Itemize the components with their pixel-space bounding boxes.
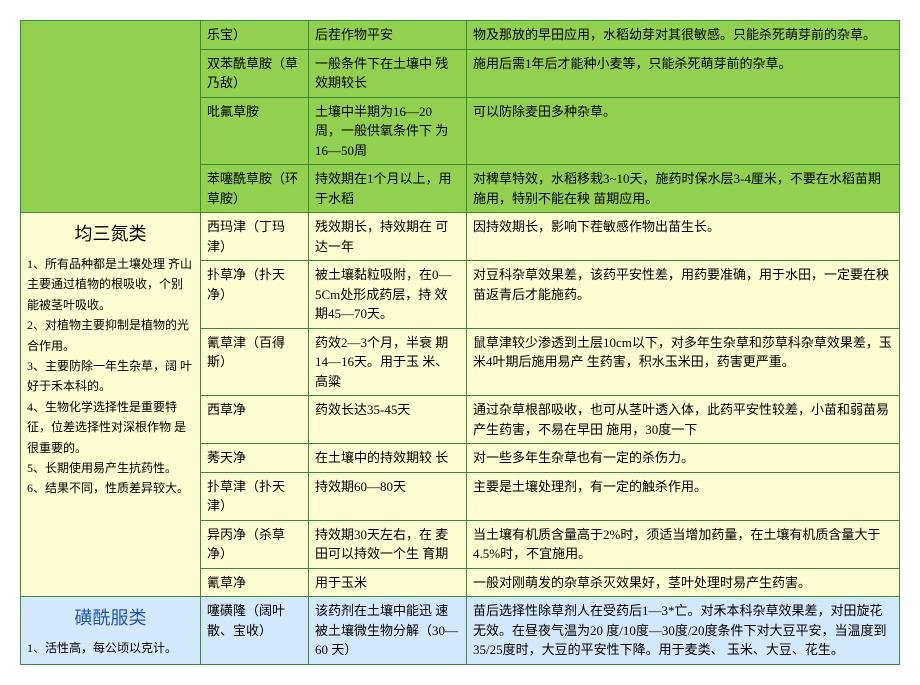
category-body: 1、所有品种都是土壤处理 齐山主要通过植物的根吸收，个别能被茎叶吸收。2、对植物… (27, 254, 194, 499)
duration: 持效期30天左右，在 麦田可以持效一个生 育期 (309, 520, 467, 568)
note: 物及那放的早田应用，水稻幼芽对其很敏感。只能杀死萌芽前的杂草。 (467, 21, 900, 50)
table-row: 均三氮类 1、所有品种都是土壤处理 齐山主要通过植物的根吸收，个别能被茎叶吸收。… (21, 213, 900, 261)
note: 鼠草津较少渗透到土层10cm以下，对多年生杂草和莎草科杂草效果差，玉米4叶期后施… (467, 328, 900, 396)
duration: 残效期长，持效期在 可达一年 (309, 213, 467, 261)
note: 对稗草特效，水稻移栽3~10天，施药时保水层3-4厘米，不要在水稻苗期施用，特别… (467, 165, 900, 213)
drug-name: 氰草净 (201, 568, 309, 597)
drug-name: 西玛津（丁玛津） (201, 213, 309, 261)
drug-name: 异丙净（杀草净） (201, 520, 309, 568)
category-cell-2: 均三氮类 1、所有品种都是土壤处理 齐山主要通过植物的根吸收，个别能被茎叶吸收。… (21, 213, 201, 597)
duration: 在土壤中的持效期较 长 (309, 444, 467, 473)
duration: 持效期60—80天 (309, 472, 467, 520)
table-row: 磺酰服类 1、活性高，每公顷以克计。 噻磺隆（阔叶散、宝收） 该药剂在土壤中能迅… (21, 597, 900, 665)
table-row: 乐宝） 后茬作物平安 物及那放的早田应用，水稻幼芽对其很敏感。只能杀死萌芽前的杂… (21, 21, 900, 50)
drug-name: 苯噻酰草胺（环草胺） (201, 165, 309, 213)
note: 施用后需1年后才能种小麦等，只能杀死萌芽前的杂草。 (467, 49, 900, 97)
category-cell-1 (21, 21, 201, 213)
drug-name: 噻磺隆（阔叶散、宝收） (201, 597, 309, 665)
note: 苗后选择性除草剂人在受药后1—3*亡。对禾本科杂草效果差，对田旋花无效。在昼夜气… (467, 597, 900, 665)
note: 主要是土壤处理剂，有一定的触杀作用。 (467, 472, 900, 520)
table-body: 乐宝） 后茬作物平安 物及那放的早田应用，水稻幼芽对其很敏感。只能杀死萌芽前的杂… (21, 21, 900, 665)
drug-name: 莠天净 (201, 444, 309, 473)
duration: 药效长达35-45天 (309, 396, 467, 444)
drug-name: 双苯酰草胺（草乃敌） (201, 49, 309, 97)
duration: 土壤中半期为16—20 周，一般供氧条件下 为16—50周 (309, 97, 467, 165)
herbicide-table: 乐宝） 后茬作物平安 物及那放的早田应用，水稻幼芽对其很敏感。只能杀死萌芽前的杂… (20, 20, 900, 665)
category-title: 均三氮类 (27, 221, 194, 248)
drug-name: 吡氟草胺 (201, 97, 309, 165)
drug-name: 扑草津（扑天津） (201, 472, 309, 520)
category-body: 1、活性高，每公顷以克计。 (27, 638, 194, 658)
drug-name: 乐宝） (201, 21, 309, 50)
duration: 后茬作物平安 (309, 21, 467, 50)
note: 因持效期长，影响下茬敏感作物出苗生长。 (467, 213, 900, 261)
note: 可以防除麦田多种杂草。 (467, 97, 900, 165)
drug-name: 扑草净（扑天净） (201, 261, 309, 329)
note: 通过杂草根部吸收，也可从茎叶透入体，此药平安性较差，小苗和弱苗易产生药害，不易在… (467, 396, 900, 444)
duration: 被土壤黏粒吸附，在0—5Cm处形成药层，持 效期45—70天。 (309, 261, 467, 329)
duration: 药效2—3个月，半衰 期14—16天。用于玉 米、高粱 (309, 328, 467, 396)
drug-name: 氰草津（百得斯） (201, 328, 309, 396)
duration: 一般条件下在土壤中 残效期较长 (309, 49, 467, 97)
note: 对一些多年生杂草也有一定的杀伤力。 (467, 444, 900, 473)
note: 当土壤有机质含量高于2%时，须适当增加药量，在土壤有机质含量大于4.5%时，不宜… (467, 520, 900, 568)
duration: 持效期在1个月以上，用于水稻 (309, 165, 467, 213)
duration: 该药剂在土壤中能迅 速被土壤微生物分解（30—60 天） (309, 597, 467, 665)
category-title: 磺酰服类 (27, 605, 194, 632)
note: 对豆科杂草效果差，该药平安性差，用药要准确，用于水田，一定要在秧苗返青后才能施药… (467, 261, 900, 329)
duration: 用于玉米 (309, 568, 467, 597)
note: 一般对刚萌发的杂草杀灭效果好，茎叶处理时易产生药害。 (467, 568, 900, 597)
category-cell-3: 磺酰服类 1、活性高，每公顷以克计。 (21, 597, 201, 665)
drug-name: 西草净 (201, 396, 309, 444)
